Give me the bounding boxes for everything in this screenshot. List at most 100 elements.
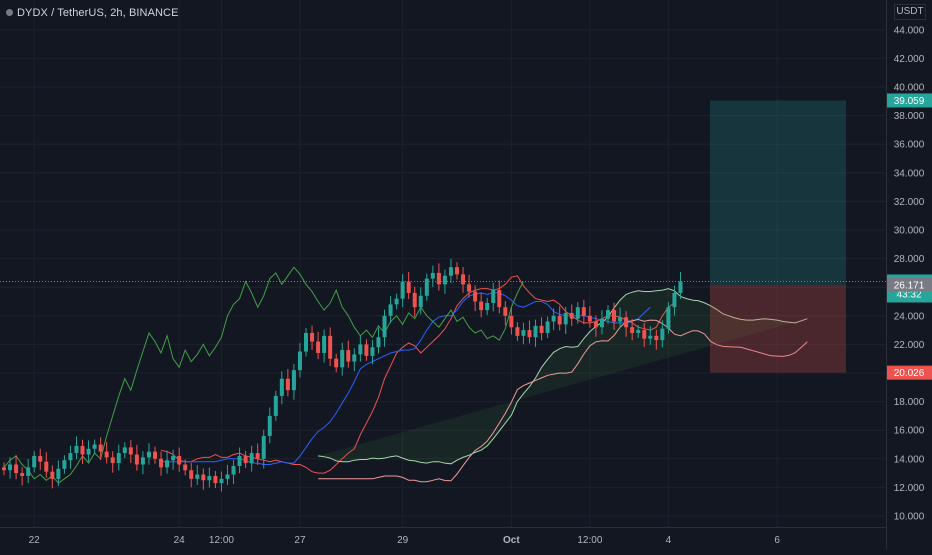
candle-body: [642, 330, 647, 339]
candle-body: [207, 475, 212, 481]
candle-body: [2, 467, 6, 471]
candle-body: [225, 474, 230, 479]
candle-body: [322, 335, 327, 353]
y-tick-label: 16.000: [894, 426, 925, 437]
candle-body: [346, 350, 351, 362]
candle-body: [153, 451, 157, 459]
y-tick-label: 18.000: [894, 397, 925, 408]
candle-body: [26, 467, 31, 476]
candle-body: [86, 448, 91, 455]
x-tick-label: 22: [29, 535, 41, 546]
candle-body: [20, 473, 25, 476]
x-tick-label: Oct: [503, 535, 520, 546]
symbol-title-text: DYDX / TetherUS, 2h, BINANCE: [17, 7, 179, 19]
candle-body: [527, 330, 532, 338]
candle-body: [116, 453, 121, 464]
candle-body: [316, 341, 321, 353]
symbol-title[interactable]: DYDX / TetherUS, 2h, BINANCE: [6, 7, 179, 19]
candle-body: [310, 332, 315, 342]
candle-body: [201, 474, 206, 481]
candle-body: [304, 332, 308, 352]
x-tick-label: 6: [774, 535, 780, 546]
price-scale-border: [886, 0, 887, 550]
candle-body: [593, 321, 598, 328]
candle-body: [110, 457, 115, 464]
candle-body: [545, 321, 550, 333]
y-tick-label: 44.000: [894, 25, 925, 36]
candle-body: [243, 455, 248, 464]
candle-body: [672, 292, 677, 308]
candle-body: [606, 310, 610, 319]
stop-price-badge-text: 20.026: [894, 368, 925, 379]
candle-body: [159, 458, 164, 468]
time-scale-border: [0, 527, 886, 528]
y-tick-label: 12.000: [894, 483, 925, 494]
currency-unit-label[interactable]: USDT: [894, 4, 926, 20]
candle-body: [32, 455, 37, 468]
candle-body: [624, 317, 629, 328]
candle-body: [473, 291, 478, 302]
y-tick-label: 42.000: [894, 54, 925, 65]
candle-body: [497, 290, 502, 308]
y-tick-label: 40.000: [894, 83, 925, 94]
candle-body: [358, 344, 363, 355]
candle-body: [285, 378, 290, 391]
candle-body: [122, 447, 127, 454]
candle-body: [8, 464, 13, 471]
candle-body: [660, 328, 665, 341]
candle-body: [62, 460, 67, 469]
x-tick-label: 4: [666, 535, 672, 546]
position-stop-zone[interactable]: [710, 284, 846, 373]
candle-body: [678, 281, 683, 293]
target-price-badge-text: 39.059: [894, 96, 925, 107]
candle-body: [340, 350, 345, 368]
candle-body: [255, 453, 260, 459]
candle-body: [80, 445, 85, 455]
candle-body: [14, 464, 19, 474]
candle-body: [38, 455, 43, 462]
candle-body: [376, 337, 381, 348]
entry-price-badge: [887, 277, 932, 292]
candle-body: [140, 457, 145, 465]
candle-body: [171, 455, 176, 461]
candle-body: [479, 301, 484, 311]
candle-body: [648, 335, 653, 339]
candle-body: [273, 395, 278, 416]
candle-body: [261, 435, 266, 459]
candle-body: [195, 474, 200, 479]
candle-body: [44, 461, 49, 472]
candle-body: [134, 454, 139, 465]
candle-body: [636, 330, 641, 333]
position-target-zone[interactable]: [710, 100, 846, 285]
candle-body: [491, 290, 496, 303]
candle-body: [587, 315, 592, 322]
candle-body: [581, 307, 586, 316]
candle-body: [237, 455, 242, 466]
candle-body: [98, 444, 103, 452]
x-tick-label: 12:00: [577, 535, 602, 546]
candle-body: [50, 471, 55, 479]
candle-body: [418, 295, 423, 308]
candle-body: [213, 475, 218, 484]
candle-body: [539, 325, 544, 333]
candle-body: [448, 267, 453, 276]
target-price-badge: [887, 93, 932, 108]
candle-body: [104, 451, 109, 458]
candle-body: [370, 347, 375, 356]
candle-body: [92, 444, 97, 449]
candle-body: [328, 335, 333, 359]
x-tick-label: 12:00: [209, 535, 234, 546]
candle-body: [424, 278, 429, 296]
candle-body: [267, 415, 272, 436]
candle-body: [334, 358, 339, 368]
candle-body: [461, 274, 466, 285]
candle-body: [219, 478, 224, 484]
candle-body: [485, 302, 490, 311]
candle-body: [503, 307, 508, 316]
y-tick-label: 24.000: [894, 311, 925, 322]
candle-body: [165, 460, 170, 468]
y-tick-label: 32.000: [894, 197, 925, 208]
y-tick-label: 10.000: [894, 512, 925, 523]
